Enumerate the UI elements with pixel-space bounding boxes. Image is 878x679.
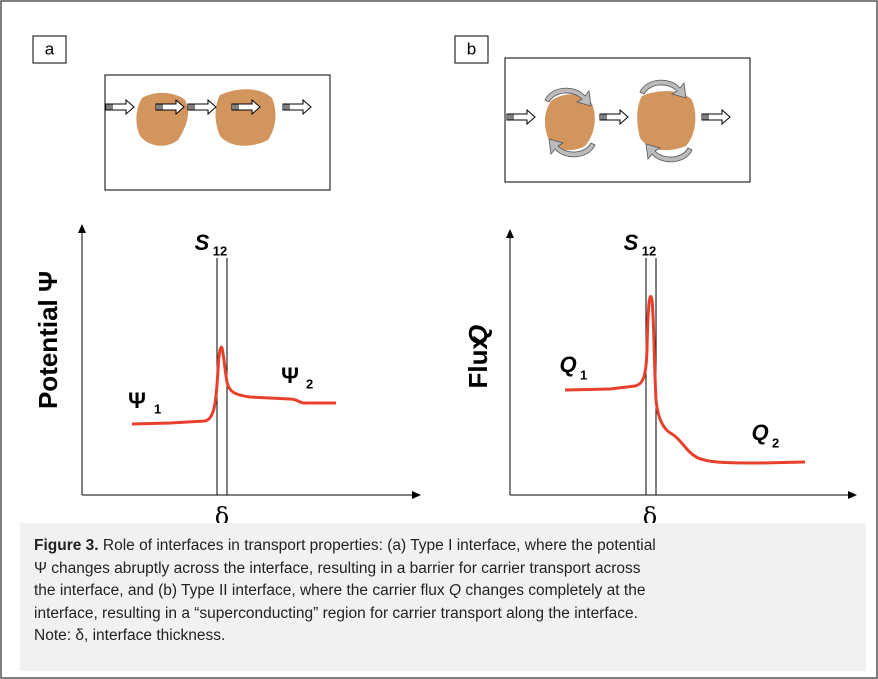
grain [637,91,695,150]
interface-symbol: S [624,230,639,255]
curve-label: Q [559,352,576,377]
curve-label: Q [751,420,768,445]
panel-label: b [467,39,476,58]
interface-subscript: 12 [642,243,656,258]
flux-curve [565,297,805,463]
caption-line: Note: δ, interface thickness. [34,625,866,648]
caption-text: the interface, and (b) Type II interface… [34,582,449,599]
curve-subscript: 1 [154,401,161,416]
caption-line: interface, resulting in a “superconducti… [34,603,866,626]
curve-subscript: 2 [772,435,779,450]
caption-text: changes completely at the [461,582,645,599]
caption-line: Ψ changes abruptly across the interface,… [34,558,866,581]
curve-label: Ψ [281,363,299,388]
curve-subscript: 1 [580,367,587,382]
interface-symbol: S [195,230,210,255]
caption-label: Figure 3. [34,537,99,554]
curve-label: Ψ [128,388,146,413]
axis-label: Q [463,325,493,345]
caption-line: Figure 3. Role of interfaces in transpor… [34,535,866,558]
panel-label: a [45,39,55,58]
caption-text: Role of interfaces in transport properti… [99,537,656,554]
caption: Figure 3. Role of interfaces in transpor… [20,523,866,671]
grain [216,89,276,146]
axis-label: Potential Ψ [33,271,63,409]
curve-subscript: 2 [306,376,313,391]
caption-line: the interface, and (b) Type II interface… [34,580,866,603]
figure: a Potential Ψ S 12 δ Ψ 1 Ψ 2 b Flux Q S … [0,0,878,679]
interface-subscript: 12 [213,243,227,258]
caption-symbol: Q [449,582,461,599]
